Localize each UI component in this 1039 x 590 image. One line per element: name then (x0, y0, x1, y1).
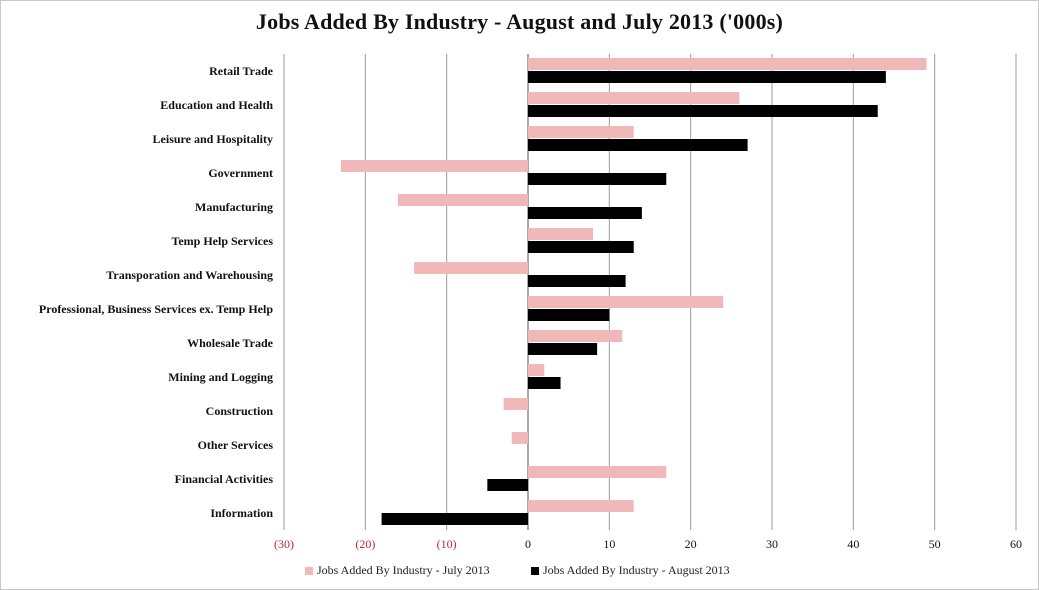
x-tick-label: (10) (437, 537, 457, 551)
bar-august-2013 (487, 479, 528, 491)
bar-august-2013 (528, 105, 878, 117)
bar-july-2013 (503, 398, 528, 410)
bar-july-2013 (528, 92, 740, 104)
x-tick-label: 40 (847, 537, 859, 551)
x-tick-label: 0 (525, 537, 531, 551)
category-label: Leisure and Hospitality (153, 132, 273, 146)
x-tick-label: (20) (355, 537, 375, 551)
category-label: Temp Help Services (171, 234, 273, 248)
category-label: Government (208, 166, 273, 180)
bar-august-2013 (528, 71, 886, 83)
bar-august-2013 (528, 173, 667, 185)
bar-july-2013 (528, 126, 634, 138)
bar-july-2013 (528, 228, 594, 240)
bar-august-2013 (381, 513, 528, 525)
category-label: Mining and Logging (168, 370, 273, 384)
category-label: Financial Activities (175, 472, 274, 486)
bar-july-2013 (397, 194, 528, 206)
bar-july-2013 (528, 330, 623, 342)
legend-swatch-july (305, 566, 313, 575)
x-tick-label: 20 (685, 537, 697, 551)
bar-august-2013 (528, 241, 634, 253)
bar-july-2013 (414, 262, 528, 274)
category-label: Information (210, 506, 273, 520)
legend-label-july: Jobs Added By Industry - July 2013 (317, 563, 490, 577)
bar-august-2013 (528, 309, 610, 321)
bar-july-2013 (528, 296, 724, 308)
legend-label-august: Jobs Added By Industry - August 2013 (543, 563, 730, 577)
category-label: Construction (206, 404, 274, 418)
bar-july-2013 (511, 432, 528, 444)
gridlines (283, 54, 1017, 530)
x-tick-label: 60 (1010, 537, 1022, 551)
x-tick-labels: (30) (20) (10) 0 10 20 30 40 50 60 (274, 537, 1022, 551)
legend-swatch-august (531, 566, 539, 575)
x-tick-label: 50 (929, 537, 941, 551)
bar-july-2013 (528, 364, 545, 376)
category-label: Transporation and Warehousing (106, 268, 273, 282)
legend-item-august: Jobs Added By Industry - August 2013 (531, 563, 730, 578)
chart-title: Jobs Added By Industry - August and July… (255, 9, 784, 34)
legend: Jobs Added By Industry - July 2013 Jobs … (0, 563, 1039, 579)
category-label: Wholesale Trade (187, 336, 274, 350)
category-label: Education and Health (160, 98, 273, 112)
category-labels: Retail Trade Education and Health Leisure … (39, 64, 274, 520)
legend-item-july: Jobs Added By Industry - July 2013 (305, 563, 490, 578)
category-label: Other Services (198, 438, 274, 452)
bar-august-2013 (528, 343, 598, 355)
bar-july-2013 (528, 466, 667, 478)
x-tick-label: 30 (766, 537, 778, 551)
bar-july-2013 (340, 160, 528, 172)
category-label: Manufacturing (195, 200, 273, 214)
bar-august-2013 (528, 139, 748, 151)
bar-august-2013 (528, 207, 642, 219)
category-label: Retail Trade (209, 64, 274, 78)
bar-august-2013 (528, 275, 626, 287)
x-tick-label: 10 (603, 537, 615, 551)
bar-july-2013 (528, 500, 634, 512)
x-tick-label: (30) (274, 537, 294, 551)
bar-august-2013 (528, 377, 561, 389)
bar-july-2013 (528, 58, 927, 70)
category-label: Professional, Business Services ex. Temp… (39, 302, 273, 316)
bars (340, 58, 927, 525)
